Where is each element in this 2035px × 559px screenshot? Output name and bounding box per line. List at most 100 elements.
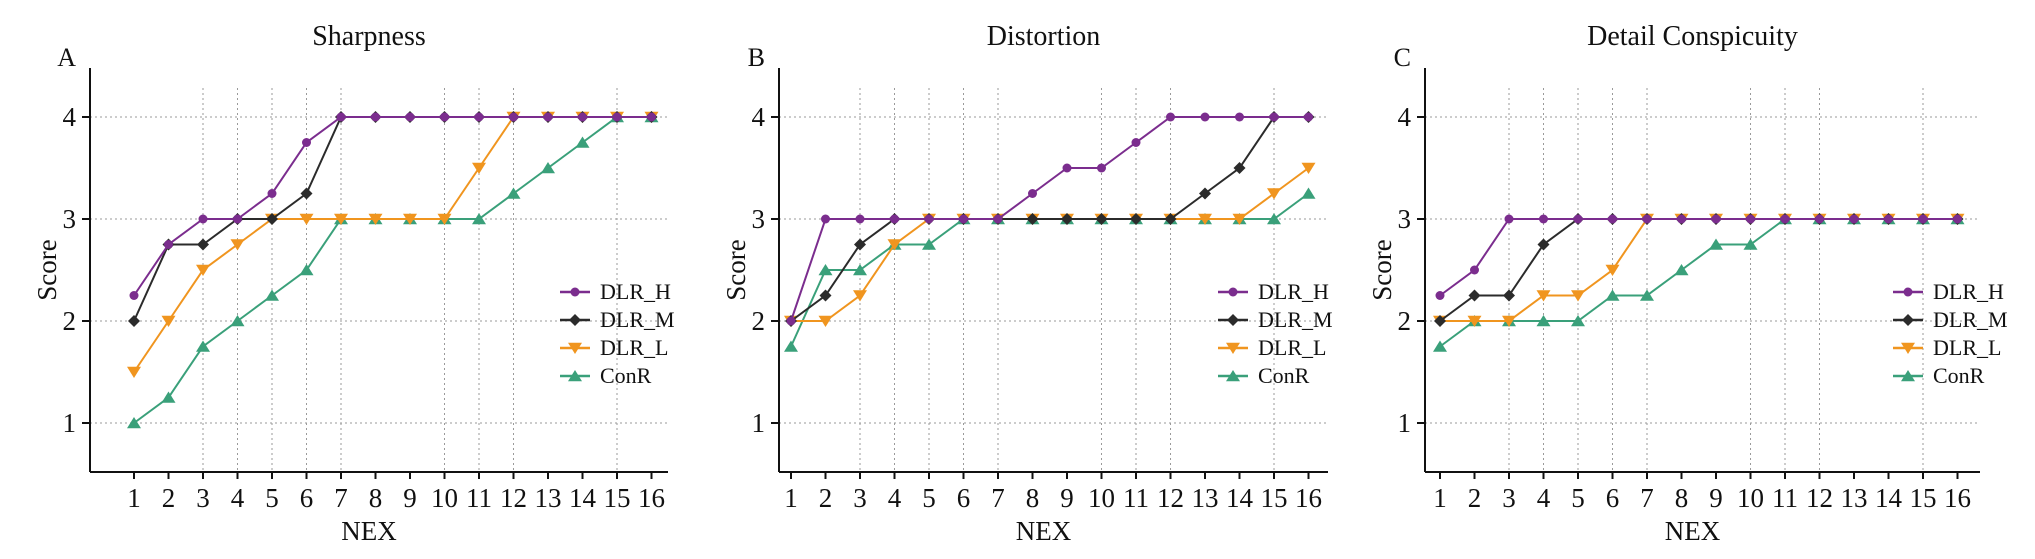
x-tick-label: 1 bbox=[1433, 483, 1447, 513]
x-tick-label: 8 bbox=[1026, 483, 1040, 513]
x-tick-label: 7 bbox=[1640, 483, 1654, 513]
x-tick-label: 5 bbox=[265, 483, 279, 513]
data-point-dlr-m bbox=[300, 187, 313, 200]
legend-marker-dlr-h bbox=[1228, 287, 1238, 297]
legend-label-conr: ConR bbox=[600, 363, 652, 388]
x-tick-label: 13 bbox=[535, 483, 562, 513]
x-tick-label: 10 bbox=[1737, 483, 1764, 513]
legend-marker-dlr-l bbox=[568, 342, 582, 354]
data-point-dlr-h bbox=[1200, 112, 1210, 122]
data-point-dlr-h bbox=[543, 112, 553, 122]
data-point-dlr-l bbox=[1232, 213, 1247, 225]
x-tick-label: 7 bbox=[991, 483, 1005, 513]
x-tick-label: 3 bbox=[1502, 483, 1516, 513]
legend-label-dlr-l: DLR_L bbox=[1258, 335, 1326, 360]
legend-marker-dlr-m bbox=[1227, 314, 1239, 326]
x-tick-label: 9 bbox=[403, 483, 417, 513]
data-point-dlr-m bbox=[266, 213, 278, 225]
x-axis-label: NEX bbox=[1665, 516, 1721, 546]
y-axis-label: Score bbox=[1367, 239, 1397, 300]
data-point-dlr-h bbox=[1573, 214, 1583, 224]
data-point-dlr-m bbox=[1061, 213, 1073, 225]
data-point-conr bbox=[472, 213, 486, 225]
data-point-dlr-h bbox=[302, 138, 311, 147]
x-tick-label: 12 bbox=[1806, 483, 1833, 513]
data-point-dlr-m bbox=[819, 289, 832, 302]
series-line-dlr-h bbox=[790, 116, 1309, 322]
data-point-dlr-m bbox=[197, 238, 209, 251]
x-tick-label: 15 bbox=[1910, 483, 1937, 513]
data-point-conr bbox=[575, 136, 590, 148]
data-point-conr bbox=[1433, 340, 1447, 352]
chart-title: Distortion bbox=[987, 21, 1101, 52]
chart-title: Sharpness bbox=[312, 21, 426, 52]
data-point-dlr-h bbox=[855, 214, 865, 224]
series-line-dlr-l bbox=[791, 167, 1310, 322]
data-point-dlr-l bbox=[299, 213, 314, 225]
x-tick-label: 10 bbox=[1088, 483, 1115, 513]
x-tick-label: 8 bbox=[369, 483, 383, 513]
legend-label-dlr-l: DLR_L bbox=[600, 335, 668, 360]
data-point-dlr-h bbox=[612, 112, 622, 122]
data-point-dlr-l bbox=[403, 213, 417, 225]
y-tick-label: 1 bbox=[1398, 408, 1412, 438]
data-point-dlr-m bbox=[1434, 315, 1446, 327]
data-point-dlr-l bbox=[161, 315, 176, 327]
series-line-dlr-m bbox=[790, 116, 1309, 322]
data-point-dlr-h bbox=[1269, 112, 1279, 122]
data-point-dlr-h bbox=[1235, 112, 1244, 122]
data-point-dlr-h bbox=[1166, 112, 1175, 122]
data-point-dlr-l bbox=[1502, 315, 1516, 327]
x-tick-label: 12 bbox=[500, 483, 527, 513]
data-point-dlr-m bbox=[1233, 162, 1246, 174]
x-tick-label: 8 bbox=[1675, 483, 1689, 513]
data-point-dlr-h bbox=[1746, 214, 1755, 224]
x-tick-label: 11 bbox=[1772, 483, 1798, 513]
panel-letter: A bbox=[57, 43, 76, 72]
data-point-dlr-l bbox=[1536, 290, 1551, 302]
data-point-conr bbox=[1640, 289, 1654, 301]
data-point-dlr-l bbox=[1571, 290, 1585, 302]
data-point-dlr-m bbox=[1199, 187, 1211, 200]
data-point-conr bbox=[1536, 315, 1551, 327]
series-line-dlr-m bbox=[1439, 218, 1958, 322]
data-point-dlr-h bbox=[1815, 214, 1824, 224]
legend-marker-dlr-m bbox=[1902, 314, 1914, 326]
series-line-dlr-l bbox=[133, 116, 652, 373]
data-point-dlr-h bbox=[959, 214, 968, 224]
data-point-dlr-h bbox=[1711, 214, 1721, 224]
x-tick-label: 16 bbox=[1295, 483, 1322, 513]
series-line-dlr-h bbox=[1439, 218, 1958, 297]
legend-marker-conr bbox=[1901, 370, 1915, 382]
data-point-dlr-h bbox=[1304, 112, 1313, 122]
x-tick-label: 3 bbox=[196, 483, 210, 513]
series-line-dlr-h bbox=[133, 116, 652, 297]
data-point-dlr-l bbox=[437, 213, 452, 225]
data-point-dlr-h bbox=[474, 112, 484, 122]
data-point-dlr-h bbox=[890, 214, 899, 224]
series-dlr-m bbox=[1434, 213, 1964, 327]
data-point-conr bbox=[784, 340, 798, 352]
data-point-dlr-l bbox=[887, 239, 902, 251]
y-tick-label: 2 bbox=[1398, 306, 1412, 336]
legend-label-conr: ConR bbox=[1933, 363, 1985, 388]
x-tick-label: 10 bbox=[431, 483, 458, 513]
chart-title: Detail Conspicuity bbox=[1587, 21, 1798, 52]
x-tick-label: 14 bbox=[1875, 483, 1903, 513]
data-point-dlr-h bbox=[647, 112, 656, 122]
x-axis-label: NEX bbox=[341, 516, 397, 546]
legend-label-dlr-l: DLR_L bbox=[1933, 335, 2001, 360]
series-conr bbox=[784, 187, 1316, 352]
data-point-dlr-m bbox=[1026, 213, 1039, 225]
data-point-dlr-h bbox=[1642, 214, 1652, 224]
x-tick-label: 13 bbox=[1841, 483, 1868, 513]
data-point-dlr-h bbox=[1062, 163, 1072, 173]
y-tick-label: 2 bbox=[752, 306, 766, 336]
legend-marker-dlr-h bbox=[1903, 287, 1913, 297]
data-point-dlr-h bbox=[405, 112, 415, 122]
x-tick-label: 11 bbox=[1123, 483, 1149, 513]
data-point-dlr-h bbox=[924, 214, 934, 224]
